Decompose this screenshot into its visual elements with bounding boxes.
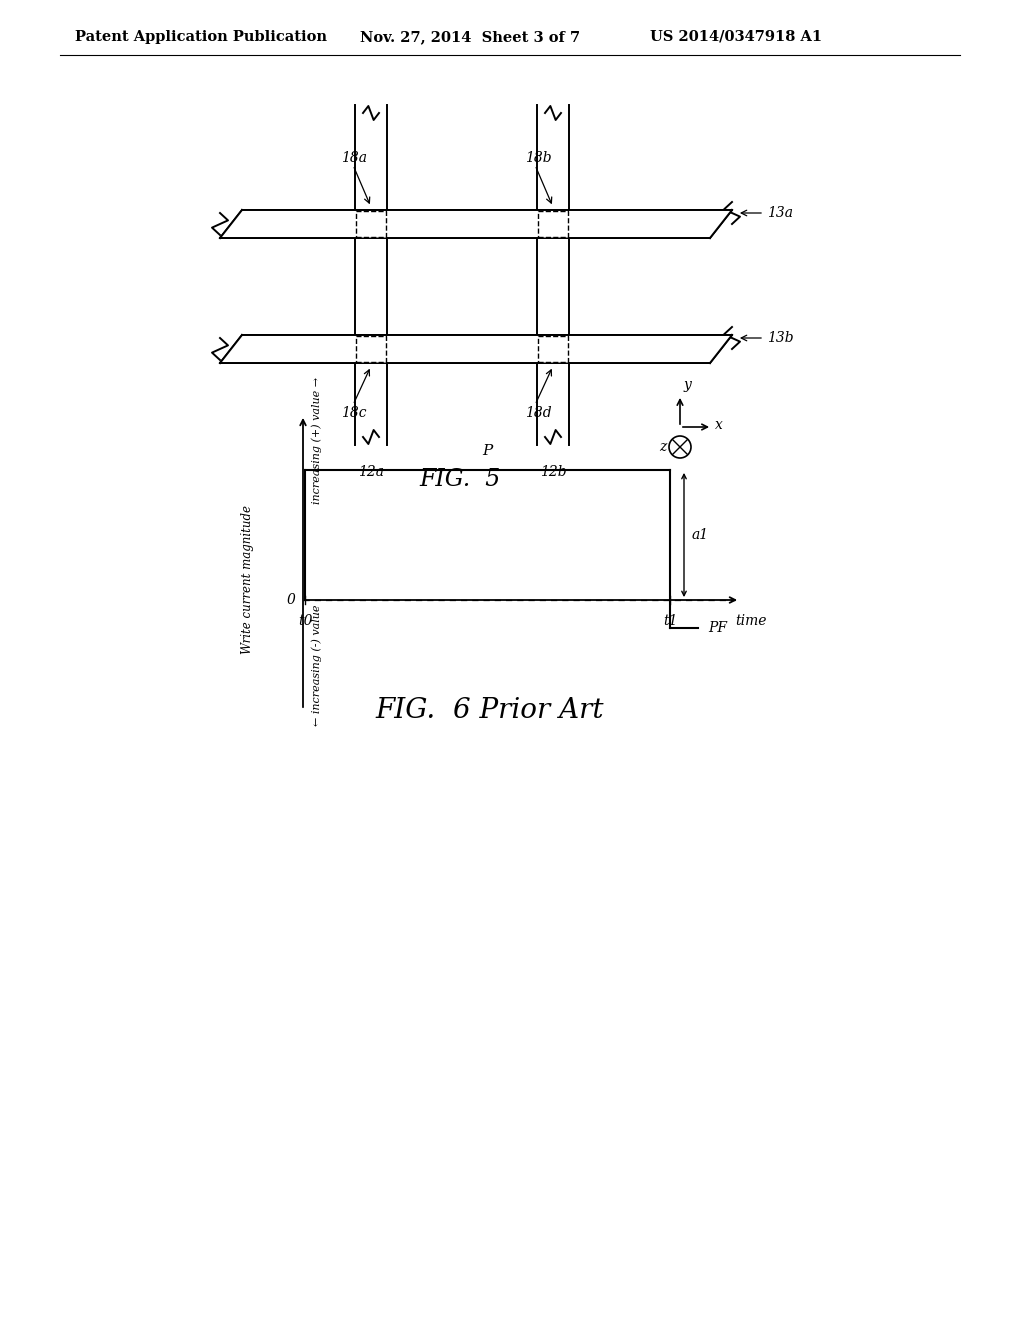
- Text: P: P: [482, 444, 493, 458]
- Text: 13b: 13b: [767, 331, 794, 345]
- Text: 0: 0: [286, 593, 295, 607]
- Text: FIG.  6 Prior Art: FIG. 6 Prior Art: [376, 697, 604, 723]
- Text: US 2014/0347918 A1: US 2014/0347918 A1: [650, 30, 822, 44]
- Text: FIG.  5: FIG. 5: [420, 469, 501, 491]
- Text: 18b: 18b: [525, 150, 552, 165]
- Text: t1: t1: [663, 614, 677, 628]
- Text: Write current magnitude: Write current magnitude: [242, 506, 255, 655]
- Text: 12a: 12a: [358, 465, 384, 479]
- Text: a1: a1: [692, 528, 710, 543]
- Text: ← increasing (-) value: ← increasing (-) value: [311, 605, 322, 726]
- Text: Nov. 27, 2014  Sheet 3 of 7: Nov. 27, 2014 Sheet 3 of 7: [360, 30, 581, 44]
- Text: 18c: 18c: [341, 407, 367, 420]
- Text: time: time: [735, 614, 767, 628]
- Polygon shape: [220, 335, 732, 363]
- Text: 18a: 18a: [341, 150, 367, 165]
- Text: 18d: 18d: [525, 407, 552, 420]
- Bar: [356, 337, 386, 362]
- Text: y: y: [684, 378, 692, 392]
- Text: increasing (+) value →: increasing (+) value →: [311, 376, 322, 503]
- Text: PF: PF: [708, 620, 727, 635]
- Polygon shape: [220, 210, 732, 238]
- Text: 13a: 13a: [767, 206, 793, 220]
- Text: Patent Application Publication: Patent Application Publication: [75, 30, 327, 44]
- Text: z: z: [658, 440, 666, 454]
- Text: t0: t0: [298, 614, 312, 628]
- Text: x: x: [715, 418, 723, 432]
- Bar: [356, 211, 386, 238]
- Bar: [538, 337, 568, 362]
- Bar: [538, 211, 568, 238]
- Text: 12b: 12b: [540, 465, 566, 479]
